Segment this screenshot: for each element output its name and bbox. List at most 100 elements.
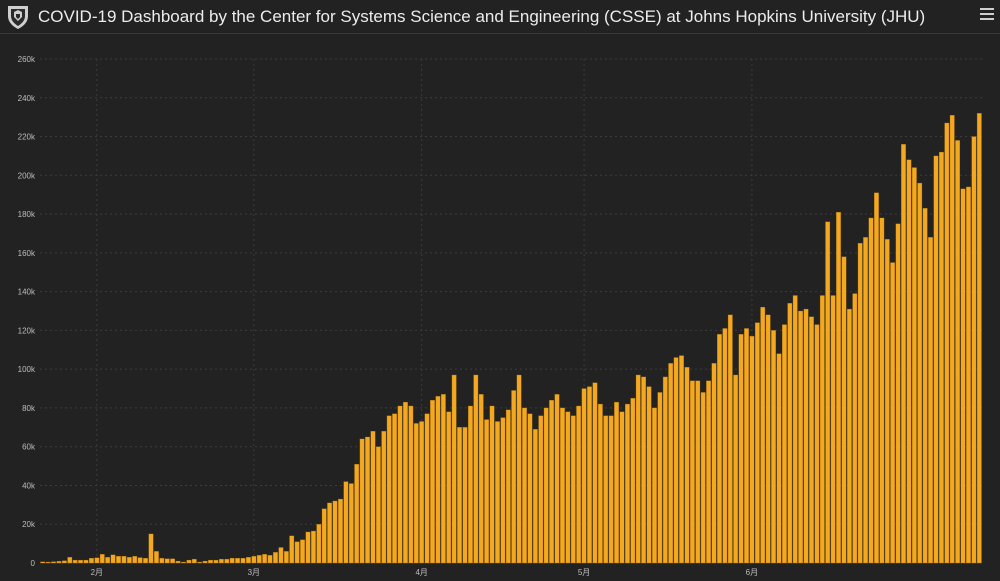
daily-cases-bar[interactable] [581, 388, 587, 564]
daily-cases-bar[interactable] [121, 556, 127, 564]
daily-cases-bar[interactable] [554, 394, 560, 564]
daily-cases-bar[interactable] [159, 558, 165, 564]
daily-cases-bar[interactable] [143, 558, 148, 564]
daily-cases-bar[interactable] [327, 502, 333, 564]
daily-cases-bar[interactable] [251, 556, 257, 564]
daily-cases-bar[interactable] [560, 407, 565, 564]
daily-cases-bar[interactable] [960, 188, 966, 564]
daily-cases-bar[interactable] [646, 386, 652, 564]
daily-cases-bar[interactable] [403, 401, 408, 564]
daily-cases-bar[interactable] [814, 324, 820, 564]
daily-cases-bar[interactable] [262, 554, 268, 564]
daily-cases-bar[interactable] [922, 208, 928, 564]
daily-cases-bar[interactable] [679, 355, 684, 564]
daily-cases-bar[interactable] [99, 554, 105, 564]
daily-cases-bar[interactable] [424, 413, 430, 564]
daily-cases-bar[interactable] [229, 558, 235, 564]
daily-cases-bar[interactable] [392, 413, 397, 564]
daily-cases-bar[interactable] [478, 394, 484, 564]
daily-cases-bar[interactable] [587, 386, 592, 564]
daily-cases-bar[interactable] [56, 561, 62, 564]
daily-cases-bar[interactable] [408, 405, 414, 564]
daily-cases-bar[interactable] [213, 559, 219, 564]
daily-cases-bar[interactable] [132, 556, 138, 564]
daily-cases-bar[interactable] [895, 223, 901, 564]
daily-cases-bar[interactable] [939, 151, 944, 564]
daily-cases-bar[interactable] [906, 159, 912, 564]
daily-cases-bar[interactable] [516, 374, 522, 564]
daily-cases-bar[interactable] [625, 403, 630, 564]
daily-cases-bar[interactable] [208, 559, 213, 564]
daily-cases-bar[interactable] [673, 357, 679, 564]
daily-cases-bar[interactable] [397, 405, 403, 564]
daily-cases-bar[interactable] [278, 547, 284, 564]
daily-cases-bar[interactable] [468, 405, 473, 564]
daily-cases-bar[interactable] [348, 483, 354, 564]
daily-cases-bar[interactable] [67, 557, 73, 564]
daily-cases-bar[interactable] [944, 122, 950, 564]
daily-cases-bar[interactable] [836, 211, 841, 564]
daily-cases-bar[interactable] [695, 380, 701, 564]
daily-cases-bar[interactable] [489, 405, 495, 564]
daily-cases-bar[interactable] [819, 295, 825, 564]
daily-cases-bar[interactable] [868, 217, 874, 564]
daily-cases-bar[interactable] [597, 403, 603, 564]
daily-cases-bar[interactable] [462, 427, 468, 564]
daily-cases-bar[interactable] [370, 431, 376, 564]
daily-cases-bar[interactable] [809, 316, 814, 564]
daily-cases-bar[interactable] [305, 531, 311, 564]
daily-cases-bar[interactable] [105, 557, 111, 564]
daily-cases-bar[interactable] [754, 322, 760, 564]
daily-cases-bar[interactable] [45, 561, 51, 564]
daily-cases-bar[interactable] [451, 374, 457, 564]
daily-cases-bar[interactable] [316, 524, 322, 564]
daily-cases-bar[interactable] [630, 398, 636, 564]
daily-cases-bar[interactable] [884, 239, 890, 564]
daily-cases-bar[interactable] [527, 413, 533, 564]
daily-cases-bar[interactable] [283, 551, 289, 564]
daily-cases-bar[interactable] [549, 400, 554, 564]
daily-cases-bar[interactable] [641, 376, 647, 564]
daily-cases-bar[interactable] [419, 421, 425, 564]
daily-cases-bar[interactable] [933, 155, 939, 564]
daily-cases-bar[interactable] [522, 407, 527, 564]
daily-cases-bar[interactable] [657, 392, 663, 564]
daily-cases-bar[interactable] [386, 415, 392, 564]
daily-cases-bar[interactable] [662, 376, 668, 564]
daily-cases-bar[interactable] [830, 295, 836, 564]
daily-cases-bar[interactable] [846, 308, 852, 564]
daily-cases-bar[interactable] [246, 557, 251, 564]
daily-cases-bar[interactable] [457, 427, 462, 564]
daily-cases-bar[interactable] [706, 380, 711, 564]
daily-cases-bar[interactable] [110, 554, 116, 564]
daily-cases-bar[interactable] [771, 330, 776, 564]
daily-cases-bar[interactable] [375, 446, 381, 564]
daily-cases-bar[interactable] [863, 237, 868, 564]
daily-cases-bar[interactable] [565, 411, 571, 564]
daily-cases-bar[interactable] [976, 113, 982, 564]
daily-cases-bar[interactable] [890, 262, 896, 564]
daily-cases-bar[interactable] [505, 409, 511, 564]
daily-cases-bar[interactable] [202, 560, 208, 564]
daily-cases-bar[interactable] [570, 415, 576, 564]
daily-cases-bar[interactable] [857, 242, 863, 564]
daily-cases-bar[interactable] [164, 558, 170, 564]
daily-cases-bar[interactable] [700, 392, 706, 564]
daily-cases-bar[interactable] [727, 314, 733, 564]
daily-cases-bar[interactable] [311, 530, 316, 564]
daily-cases-bar[interactable] [949, 115, 955, 564]
daily-cases-bar[interactable] [619, 411, 625, 564]
daily-cases-bar[interactable] [61, 560, 67, 564]
daily-cases-bar[interactable] [733, 374, 739, 564]
daily-cases-bar[interactable] [473, 374, 479, 564]
daily-cases-bar[interactable] [484, 419, 490, 564]
daily-cases-bar[interactable] [154, 551, 159, 564]
daily-cases-bar[interactable] [137, 557, 143, 564]
daily-cases-bar[interactable] [798, 310, 804, 564]
daily-cases-bar[interactable] [495, 421, 500, 564]
daily-cases-bar[interactable] [852, 293, 858, 564]
daily-cases-bar[interactable] [235, 558, 240, 564]
daily-cases-bar[interactable] [321, 508, 327, 564]
daily-cases-bar[interactable] [971, 136, 977, 564]
daily-cases-bar[interactable] [717, 334, 722, 564]
